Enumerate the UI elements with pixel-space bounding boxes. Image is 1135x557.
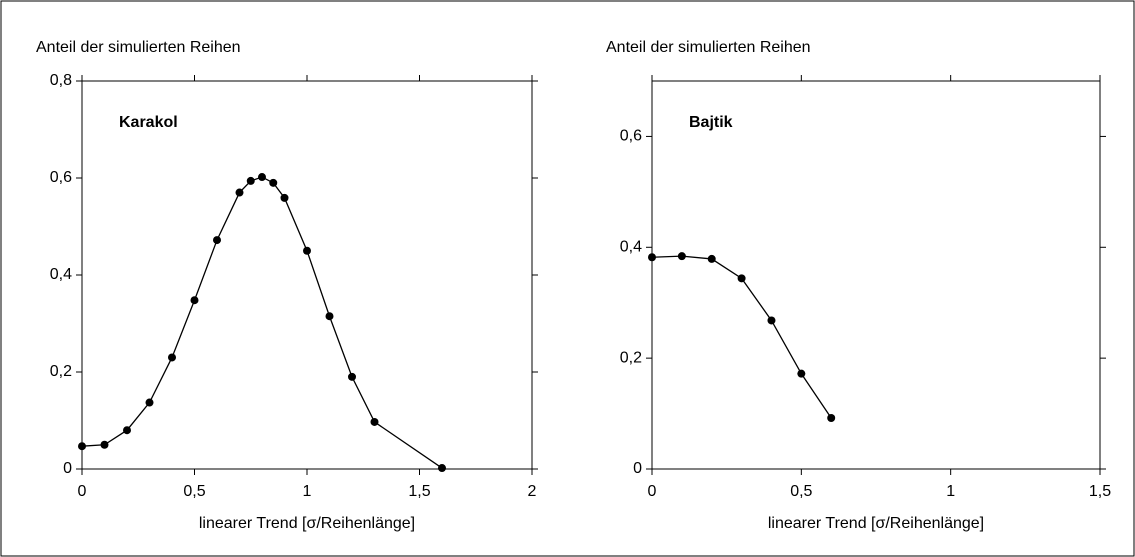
- y-tick-label: 0,8: [50, 72, 72, 89]
- data-point: [258, 173, 266, 182]
- x-tick-label: 0,5: [183, 483, 205, 500]
- data-point: [145, 398, 154, 407]
- data-point: [280, 193, 289, 202]
- x-tick-label: 1: [303, 483, 312, 500]
- x-tick-label: 2: [528, 483, 537, 500]
- data-point: [100, 440, 109, 449]
- panel-label: Bajtik: [689, 114, 733, 131]
- y-tick-label: 0,6: [620, 128, 642, 145]
- data-point: [303, 246, 311, 255]
- data-point: [767, 316, 776, 325]
- data-point: [246, 176, 255, 185]
- x-tick-label: 1: [946, 483, 955, 500]
- y-tick-label: 0,2: [620, 349, 642, 366]
- y-axis-label: Anteil der simulierten Reihen: [36, 39, 241, 56]
- y-tick-label: 0: [633, 460, 642, 477]
- y-tick-label: 0,4: [620, 239, 642, 256]
- data-point: [190, 296, 199, 305]
- data-point: [168, 353, 176, 362]
- data-point: [370, 417, 379, 426]
- data-point: [269, 178, 278, 187]
- panel-label: Karakol: [119, 114, 178, 131]
- data-point: [325, 312, 334, 321]
- y-tick-label: 0,2: [50, 363, 72, 380]
- x-tick-label: 1,5: [408, 483, 430, 500]
- data-point: [677, 252, 686, 261]
- data-point: [707, 254, 716, 263]
- data-point: [348, 372, 356, 381]
- data-point: [123, 426, 131, 435]
- x-tick-label: 1,5: [1089, 483, 1111, 500]
- x-tick-label: 0,5: [790, 483, 812, 500]
- y-tick-label: 0: [63, 460, 72, 477]
- data-point: [797, 369, 806, 378]
- data-point: [737, 274, 746, 283]
- data-point: [827, 414, 836, 423]
- data-point: [213, 236, 221, 245]
- y-tick-label: 0,6: [50, 169, 72, 186]
- x-axis-label: linearer Trend [σ/Reihenlänge]: [199, 515, 415, 532]
- data-point: [648, 253, 656, 262]
- y-tick-label: 0,4: [50, 266, 72, 283]
- data-point: [438, 464, 446, 473]
- data-point: [235, 188, 244, 197]
- plot-frame: [651, 80, 1101, 470]
- x-axis-label: linearer Trend [σ/Reihenlänge]: [768, 515, 984, 532]
- x-tick-label: 0: [648, 483, 657, 500]
- data-point: [78, 442, 86, 451]
- y-axis-label: Anteil der simulierten Reihen: [606, 39, 811, 56]
- x-tick-label: 0: [78, 483, 87, 500]
